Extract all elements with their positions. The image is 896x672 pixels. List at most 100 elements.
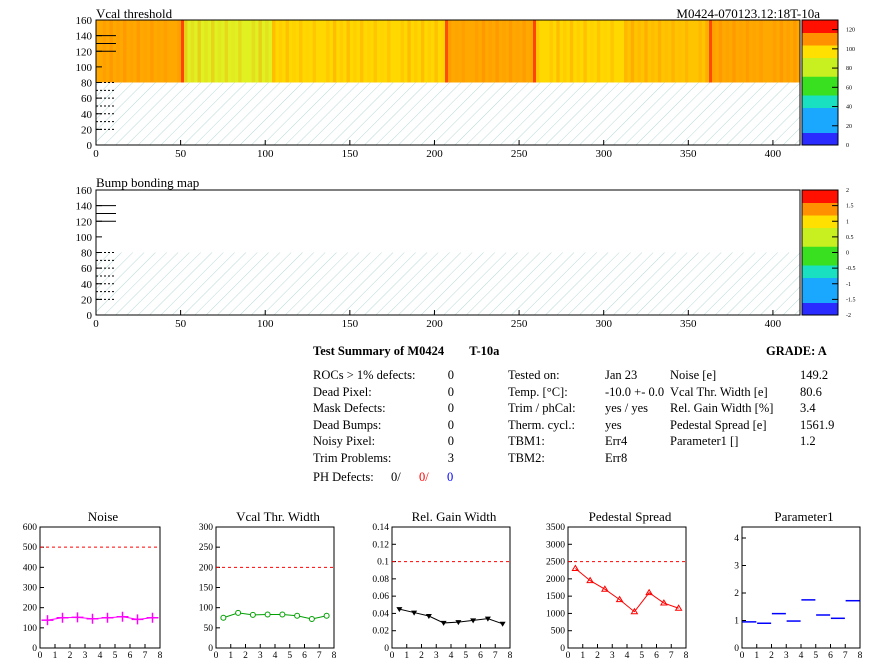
x-tick-label: 1 (53, 651, 58, 661)
summary-label: Noisy Pixel: (313, 434, 376, 449)
y-tick-label: 0.12 (372, 540, 389, 550)
x-tick-label: 350 (680, 318, 697, 330)
palette-tick-label: -1.5 (846, 297, 856, 303)
heatmap-column (177, 20, 181, 83)
y-tick-label: 3000 (546, 540, 565, 550)
x-tick-label: 0 (214, 651, 219, 661)
summary-label: Trim Problems: (313, 451, 392, 465)
palette-cell (802, 70, 838, 77)
heatmap-column (251, 20, 256, 83)
y-tick-label: 60 (81, 93, 93, 105)
x-tick-label: 2 (419, 651, 424, 661)
heatmap-column (583, 20, 587, 83)
x-tick-label: 6 (128, 651, 133, 661)
heatmap-column (366, 20, 371, 83)
heatmap-edge (445, 20, 448, 83)
palette-cell (802, 215, 838, 222)
x-tick-label: 1 (580, 651, 585, 661)
x-tick-label: 0 (566, 651, 571, 661)
x-tick-label: 250 (511, 148, 528, 160)
x-tick-label: 150 (342, 148, 359, 160)
summary-title: Test Summary of M0424 (313, 344, 445, 358)
heatmap-column (475, 20, 479, 83)
palette-frame (801, 19, 839, 146)
heatmap-column (698, 20, 702, 83)
x-tick-label: 2 (68, 651, 73, 661)
data-point (484, 616, 491, 622)
heatmap-column (278, 20, 283, 83)
y-tick-label: 100 (199, 604, 214, 614)
heatmap-column (481, 20, 486, 83)
data-point (615, 595, 624, 603)
heatmap-column (326, 20, 330, 83)
palette-tick-label: 1.5 (846, 204, 854, 210)
y-tick-label: 60 (81, 263, 93, 275)
palette-tick-label: -1 (846, 282, 851, 288)
palette-cell (802, 76, 838, 83)
y-tick-label: 300 (199, 523, 214, 533)
y-tick-label: 500 (551, 627, 566, 637)
heatmap-edge (181, 20, 184, 83)
heatmap-column (400, 20, 404, 83)
data-point (586, 576, 595, 584)
summary-value: 0 (447, 368, 454, 382)
data-point (249, 611, 256, 618)
summary-value: 0 (447, 384, 454, 399)
heatmap-column (461, 20, 465, 83)
palette-tick-label: 80 (846, 66, 852, 72)
ph-defects-value-1: 0/ (391, 470, 401, 484)
summary-value: 0 (447, 401, 454, 416)
palette-cell (802, 107, 838, 115)
heatmap-column (427, 20, 432, 83)
y-tick-label: 80 (81, 248, 93, 260)
heatmap-column (116, 20, 120, 83)
heatmap-column (779, 20, 784, 83)
mini-chart: Rel. Gain Width 0 0.02 0.04 0.06 0.08 0.1 0.12 0… (372, 509, 512, 661)
data-point (411, 610, 418, 616)
heatmap-column (380, 20, 383, 83)
heatmap-column (739, 20, 743, 83)
palette-tick-label: 0 (846, 143, 849, 149)
x-tick-label: 3 (610, 651, 615, 661)
y-tick-label: 0.06 (372, 592, 389, 602)
data-point (308, 615, 315, 622)
heatmap-column (705, 20, 709, 83)
x-tick-label: 7 (669, 651, 674, 661)
palette-cell (802, 32, 838, 40)
bump-bonding-map: Bump bonding map 0 50 100 150 200 250 300 350 40… (76, 175, 856, 330)
palette-cell (802, 190, 838, 197)
y-tick-label: 300 (23, 584, 38, 594)
palette-cell (802, 120, 838, 127)
chart-frame (215, 526, 335, 649)
summary-value: -10.0 +- 0.0 (605, 384, 665, 399)
summary-label: ROCs > 1% defects: (313, 368, 416, 382)
vcal-threshold-map: Vcal threshold M0424-070123.12:18T-10a 0… (76, 6, 856, 160)
map-title: Vcal threshold (96, 6, 173, 21)
heatmap-column (434, 20, 438, 83)
data-point (425, 614, 432, 620)
palette-cell (802, 20, 838, 27)
palette-cell (802, 51, 838, 58)
heatmap-column (644, 20, 648, 83)
palette-cell (802, 132, 838, 140)
y-tick-label: 200 (23, 604, 38, 614)
x-tick-label: 1 (404, 651, 409, 661)
palette-cell (802, 113, 838, 121)
heatmap-column (793, 20, 797, 83)
y-tick-label: 1 (734, 617, 739, 627)
summary-value: 80.6 (800, 384, 822, 399)
x-tick-label: 5 (113, 651, 118, 661)
palette-cell (802, 38, 838, 46)
heatmap-column (684, 20, 689, 83)
x-tick-label: 7 (493, 651, 498, 661)
heatmap-column (420, 20, 425, 83)
heatmap-column (238, 20, 242, 83)
palette-tick-label: 100 (846, 47, 855, 53)
heatmap-column (556, 20, 560, 83)
palette-cell (802, 252, 838, 260)
palette-cell (802, 308, 838, 316)
x-tick-label: 2 (595, 651, 600, 661)
heatmap-band (360, 20, 448, 83)
heatmap-column (637, 20, 641, 83)
x-tick-label: 350 (680, 148, 697, 160)
